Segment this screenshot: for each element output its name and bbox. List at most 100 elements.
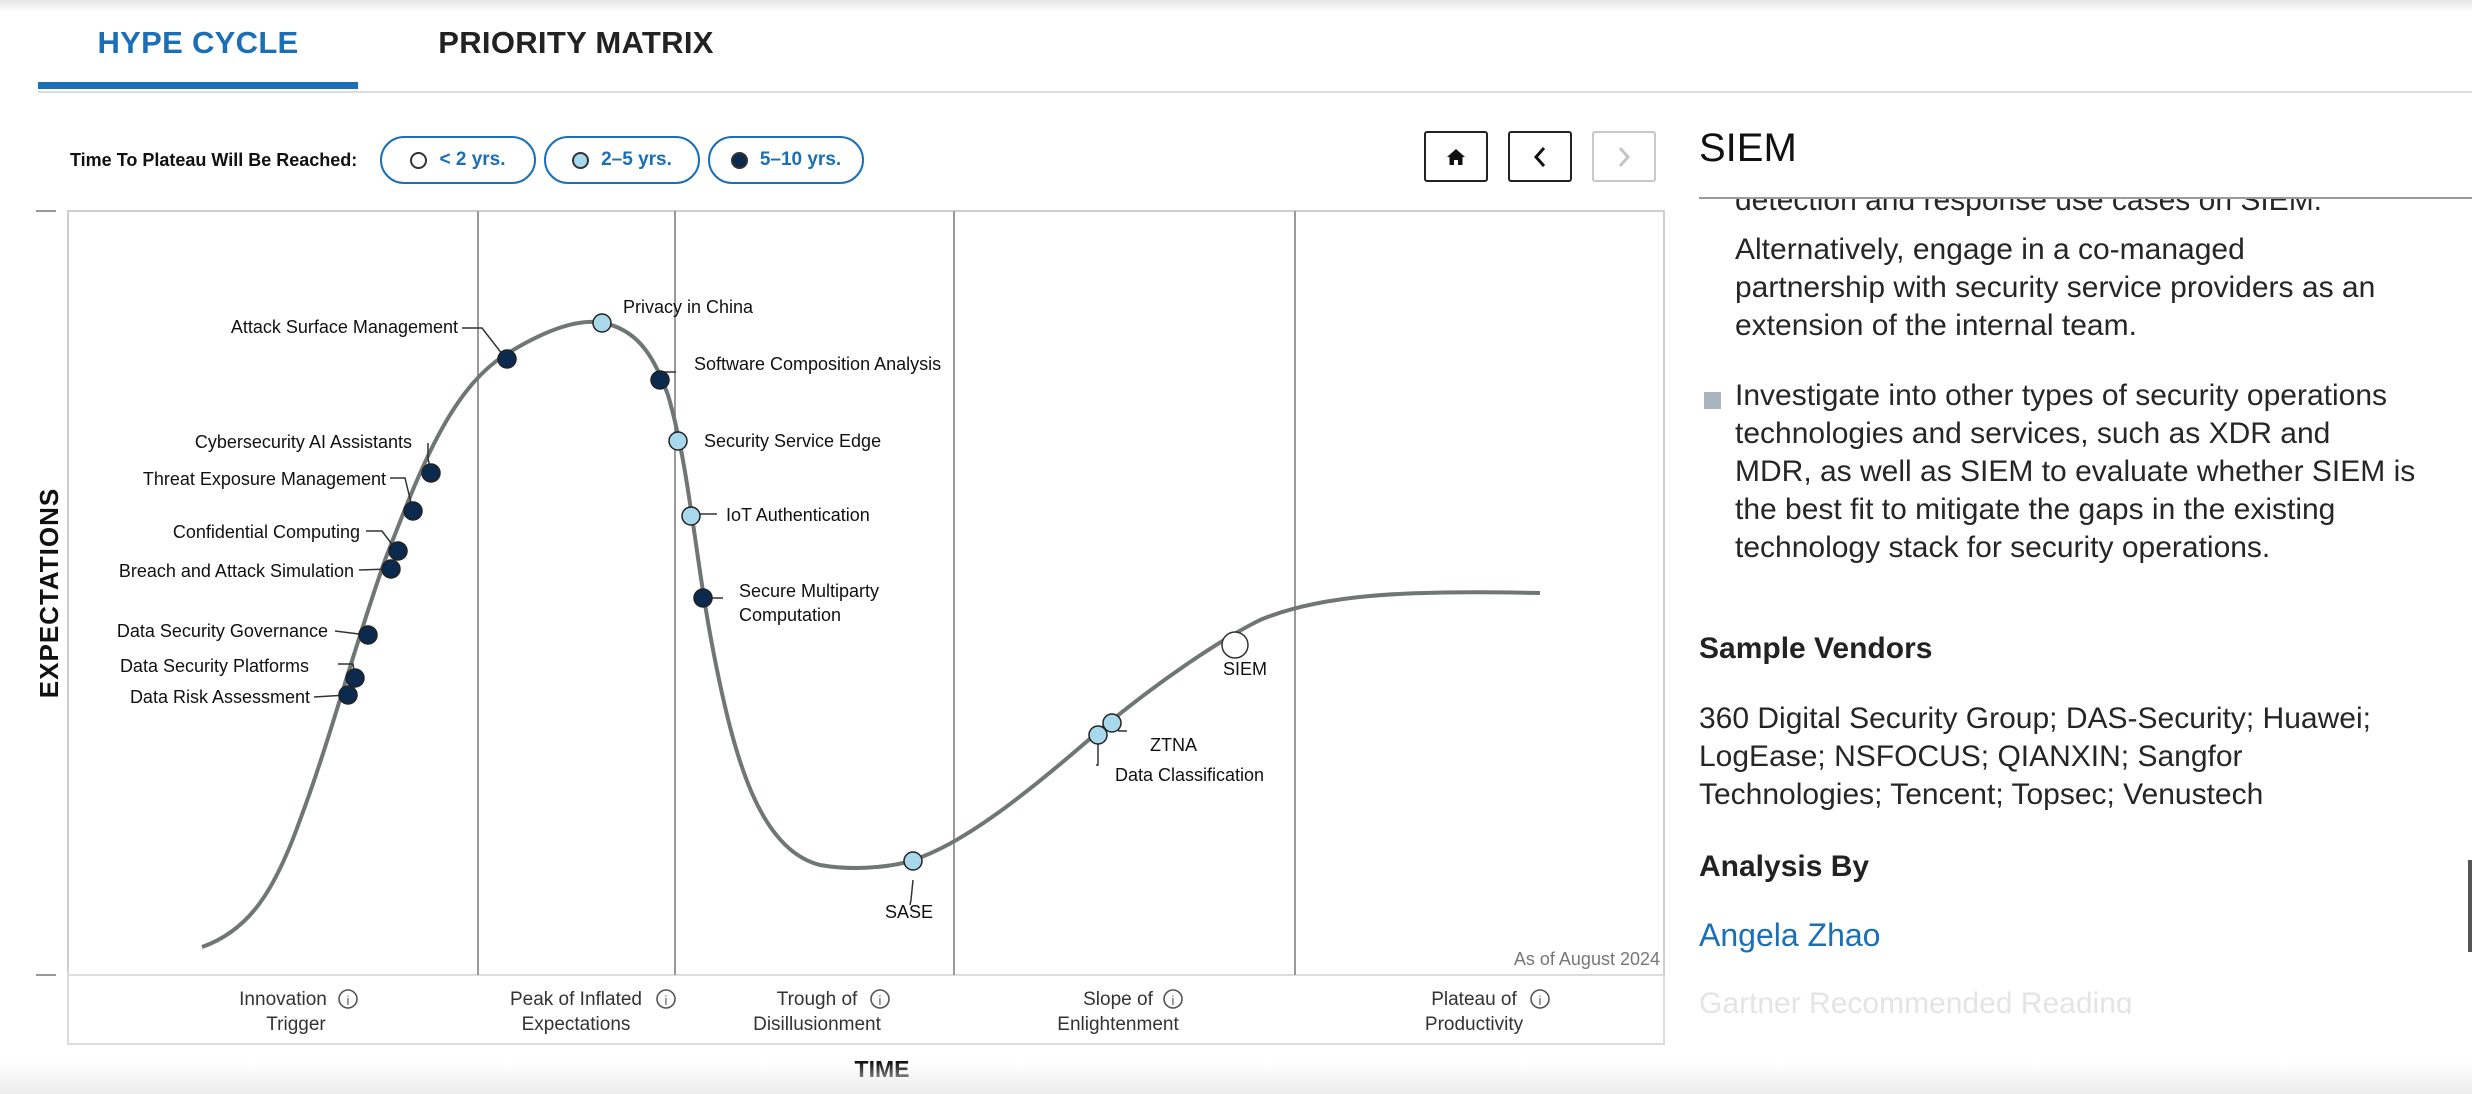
label-privacy-in-china[interactable]: Privacy in China [623,297,754,317]
dot-data-security-governance[interactable] [358,625,378,645]
light-blue-circle-icon [572,151,590,169]
vendors-line-3: Technologies; Tencent; Topsec; Venustech [1699,778,2264,811]
phase-label-peak: Peak of Inflated [510,989,642,1010]
label-data-classification[interactable]: Data Classification [1115,765,1264,785]
para-2-line-1: Investigate into other types of security… [1735,379,2388,412]
dot-data-security-platforms[interactable] [345,668,365,688]
label-breach-and-attack-simulation[interactable]: Breach and Attack Simulation [119,561,354,581]
dot-data-classification[interactable] [1088,725,1108,745]
cutoff-line: detection and response use cases on SIEM… [1735,199,2323,217]
svg-text:i: i [1539,993,1542,1008]
info-icon[interactable]: i [338,989,358,1009]
svg-text:i: i [879,993,882,1008]
legend-label: 2–5 yrs. [601,149,672,170]
label-cybersecurity-ai-assistants[interactable]: Cybersecurity AI Assistants [195,432,412,452]
info-icon[interactable]: i [870,989,890,1009]
dot-confidential-computing[interactable] [388,541,408,561]
label-data-security-governance[interactable]: Data Security Governance [117,621,328,641]
label-sase[interactable]: SASE [885,902,933,922]
info-icon[interactable]: i [656,989,676,1009]
legend-pill-under-2yrs[interactable]: < 2 yrs. [380,136,536,184]
info-icon[interactable]: i [1530,989,1550,1009]
dark-navy-circle-icon [730,151,748,169]
label-ztna[interactable]: ZTNA [1150,735,1197,755]
legend-label: < 2 yrs. [439,149,506,170]
para-2-line-3: MDR, as well as SIEM to evaluate whether… [1735,455,2416,488]
para-2-line-4: the best fit to mitigate the gaps in the… [1735,493,2336,526]
analyst-link[interactable]: Angela Zhao [1699,917,1881,953]
svg-text:i: i [347,993,350,1008]
tab-hype-cycle[interactable]: HYPE CYCLE [38,0,358,89]
tab-bar: HYPE CYCLE PRIORITY MATRIX [38,0,2472,93]
vendors-line-1: 360 Digital Security Group; DAS-Security… [1699,702,2371,735]
vendors-line-2: LogEase; NSFOCUS; QIANXIN; Sangfor [1699,740,2243,773]
dot-cybersecurity-ai-assistants[interactable] [421,463,441,483]
panel-scrollbar[interactable] [2468,860,2472,952]
top-shadow [0,0,2472,12]
dot-iot-authentication[interactable] [681,506,701,526]
label-computation[interactable]: Computation [739,605,841,625]
phase-label-slope-2: Enlightenment [1057,1014,1179,1035]
next-button[interactable] [1592,131,1656,182]
hype-cycle-chart: Attack Surface Management Privacy in Chi… [34,210,1665,1082]
dot-threat-exposure-management[interactable] [403,501,423,521]
home-button[interactable] [1424,131,1488,182]
hype-curve [201,319,1541,949]
chevron-left-icon [1533,146,1546,167]
as-of-date: As of August 2024 [1514,949,1660,969]
phase-label-box [67,974,1665,1045]
dot-sase[interactable] [903,851,923,871]
para-1-line-3: extension of the internal team. [1735,309,2137,342]
phase-label-slope: Slope of [1083,989,1153,1010]
label-threat-exposure-management[interactable]: Threat Exposure Management [143,469,386,489]
para-1-line-1: Alternatively, engage in a co-managed [1735,233,2245,266]
panel-scroll-area[interactable]: detection and response use cases on SIEM… [1699,199,2459,1014]
label-confidential-computing[interactable]: Confidential Computing [173,522,360,542]
chevron-right-icon [1618,146,1631,167]
svg-text:i: i [665,993,668,1008]
phase-label-trough: Trough of [777,989,858,1010]
previous-button[interactable] [1508,131,1572,182]
white-circle-icon [410,151,428,169]
dot-security-service-edge[interactable] [668,431,688,451]
dot-breach-and-attack-simulation[interactable] [381,559,401,579]
para-2-line-2: technologies and services, such as XDR a… [1735,417,2331,450]
phase-label-innovation-trigger-2: Trigger [266,1014,326,1035]
home-icon [1447,148,1465,165]
label-security-service-edge[interactable]: Security Service Edge [704,431,881,451]
panel-divider [1699,197,2472,199]
legend-pill-5-10yrs[interactable]: 5–10 yrs. [708,136,864,184]
phase-label-peak-2: Expectations [522,1014,631,1035]
label-secure-multiparty[interactable]: Secure Multiparty [739,581,879,601]
label-iot-authentication[interactable]: IoT Authentication [726,505,870,525]
faded-next-heading: Gartner Recommended Reading [1699,987,2133,1014]
connector-lines [313,327,1127,906]
dot-privacy-in-china[interactable] [592,313,612,333]
dot-data-risk-assessment[interactable] [338,685,358,705]
svg-text:i: i [1172,993,1175,1008]
para-2-line-5: technology stack for security operations… [1735,531,2271,564]
dot-secure-multiparty-computation[interactable] [693,588,713,608]
bottom-shadow [0,1062,2472,1094]
info-icon[interactable]: i [1163,989,1183,1009]
dot-software-composition-analysis[interactable] [650,370,670,390]
legend-pill-2-5yrs[interactable]: 2–5 yrs. [544,136,700,184]
dot-attack-surface-management[interactable] [497,349,517,369]
dot-siem[interactable] [1221,631,1249,659]
legend-title: Time To Plateau Will Be Reached: [70,150,358,170]
dot-ztna[interactable] [1102,713,1122,733]
tab-priority-matrix[interactable]: PRIORITY MATRIX [438,25,714,60]
phase-label-plateau: Plateau of [1431,989,1517,1010]
label-software-composition-analysis[interactable]: Software Composition Analysis [694,354,941,374]
phase-label-plateau-2: Productivity [1425,1014,1524,1035]
legend-label: 5–10 yrs. [759,149,842,170]
para-1-line-2: partnership with security service provid… [1735,271,2376,304]
label-siem[interactable]: SIEM [1223,659,1267,679]
phase-label-innovation-trigger: Innovation [239,989,327,1010]
panel-title: SIEM [1699,126,1797,170]
label-data-security-platforms[interactable]: Data Security Platforms [120,656,309,676]
bullet-icon [1704,392,1721,409]
sample-vendors-heading: Sample Vendors [1699,632,1933,665]
label-data-risk-assessment[interactable]: Data Risk Assessment [130,687,310,707]
label-attack-surface-management[interactable]: Attack Surface Management [231,317,458,337]
